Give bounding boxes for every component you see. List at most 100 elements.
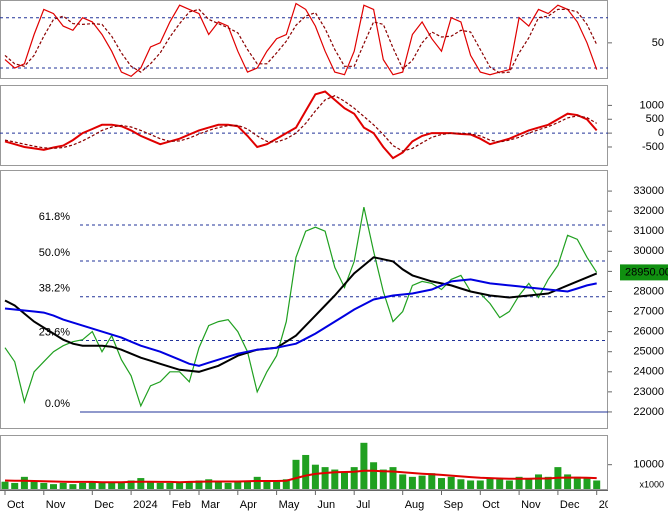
volume-bar <box>50 484 57 489</box>
volume-bar <box>166 482 174 489</box>
y-tick-label: 32000 <box>633 205 664 217</box>
volume-bar <box>350 467 358 489</box>
volume-bar <box>273 481 281 489</box>
volume-bar <box>438 478 445 489</box>
volume-bar <box>244 480 251 489</box>
series-line <box>4 2 598 77</box>
x-tick-label: May <box>279 499 300 511</box>
series-line <box>4 278 597 367</box>
x-tick-label: Jun <box>317 499 335 511</box>
series-line <box>4 95 598 152</box>
volume-bar <box>176 482 184 489</box>
volume-bar <box>282 479 290 489</box>
fib-label: 38.2% <box>39 283 70 295</box>
y-tick-label: 50 <box>652 37 664 49</box>
volume-bar <box>98 482 106 489</box>
y-tick-label: 22000 <box>633 406 664 418</box>
volume-bar <box>467 480 475 489</box>
x-tick-label: Sep <box>444 499 464 511</box>
volume-bar <box>399 474 407 489</box>
volume-bar <box>205 479 213 489</box>
volume-bar <box>418 475 426 489</box>
volume-bar <box>370 462 378 489</box>
volume-bar <box>544 476 552 489</box>
volume-bar <box>476 480 484 489</box>
volume-bar <box>263 480 271 489</box>
volume-bar <box>593 480 601 489</box>
volume-bar <box>408 476 416 489</box>
volume-bar <box>389 467 397 489</box>
volume-bar <box>360 442 368 489</box>
volume-bar <box>447 476 455 489</box>
y-tick-label: 26000 <box>633 326 664 338</box>
volume-bar <box>20 476 28 489</box>
volume-bar <box>302 454 310 489</box>
x-tick-label: Aug <box>405 499 425 511</box>
x-tick-label: Oct <box>482 499 499 511</box>
series-line <box>4 206 598 408</box>
volume-bar <box>224 482 232 489</box>
volume-bar <box>583 478 591 489</box>
volume-bar <box>214 481 222 489</box>
volume-bar <box>311 464 319 489</box>
volume-bar <box>321 467 329 489</box>
x-tick-label: Dec <box>94 499 114 511</box>
volume-bar <box>59 482 67 489</box>
y-tick-label: 1000 <box>640 99 664 111</box>
volume-bar <box>564 474 572 489</box>
x-tick-label: Dec <box>560 499 580 511</box>
y-tick-label: 28000 <box>633 285 664 297</box>
panel-frame <box>0 85 608 166</box>
volume-bar <box>505 480 513 489</box>
panel <box>0 2 608 77</box>
volume-bar <box>525 478 533 489</box>
panel <box>4 206 608 413</box>
volume-bar <box>11 482 19 489</box>
y-tick-label: 30000 <box>633 245 664 257</box>
y-tick-label: -500 <box>642 141 664 153</box>
volume-bar <box>108 481 116 489</box>
volume-bar <box>234 481 242 489</box>
volume-bar <box>341 471 348 489</box>
y-tick-label: 23000 <box>633 386 664 398</box>
x-tick-label: Apr <box>240 499 257 511</box>
volume-bar <box>379 469 387 489</box>
y-tick-label: 31000 <box>633 225 664 237</box>
series-line <box>4 8 598 74</box>
x-tick-label: Nov <box>521 499 541 511</box>
x-tick-label: Nov <box>46 499 66 511</box>
volume-bar <box>127 480 135 489</box>
volume-bar <box>185 481 193 489</box>
volume-bar <box>137 478 145 489</box>
volume-bar <box>79 482 87 489</box>
volume-bar <box>292 459 300 489</box>
x-tick-label: Mar <box>201 499 220 511</box>
last-price-label: 28950.00 <box>625 266 668 278</box>
volume-bar <box>573 476 581 489</box>
x-axis: Oct Nov Dec 2024 Feb Mar Apr May Jun Jul Aug Sep Oct… <box>4 490 608 511</box>
fib-label: 50.0% <box>39 247 70 259</box>
volume-bar <box>156 482 164 489</box>
volume-bar <box>30 480 38 489</box>
x-tick-label: Feb <box>172 499 191 511</box>
panel <box>1 442 601 489</box>
y-tick-label: 25000 <box>633 346 664 358</box>
unit-label: x1000 <box>639 479 664 489</box>
volume-bar <box>1 481 9 489</box>
y-tick-label: 24000 <box>633 366 664 378</box>
series-line <box>4 469 597 484</box>
volume-bar <box>40 482 48 489</box>
volume-bar <box>117 482 125 489</box>
panel-frame <box>0 170 608 429</box>
panel-frame <box>0 435 608 490</box>
y-tick-label: 10000 <box>633 459 664 471</box>
fib-label: 23.6% <box>39 326 70 338</box>
x-tick-label: Oct <box>7 499 24 511</box>
panel-frame <box>0 0 608 79</box>
x-tick-label: 2024 <box>133 499 157 511</box>
y-tick-label: 27000 <box>633 305 664 317</box>
volume-bar <box>331 469 339 489</box>
fib-label: 61.8% <box>39 211 70 223</box>
volume-bar <box>69 484 77 489</box>
